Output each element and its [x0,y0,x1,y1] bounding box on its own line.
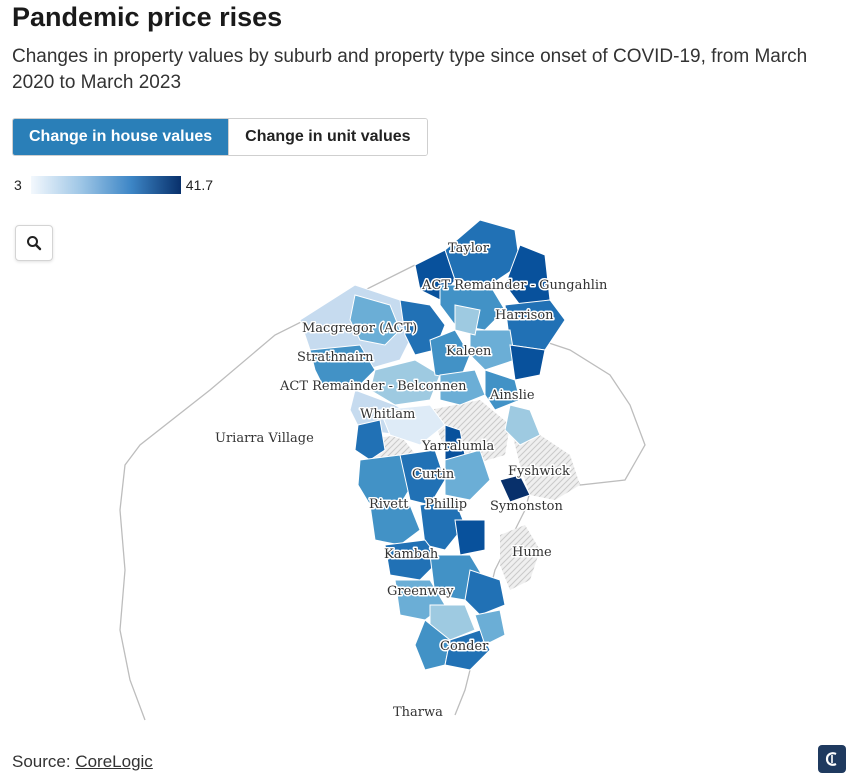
map-label-tharwa: Tharwa [393,705,443,720]
source-link[interactable]: CoreLogic [75,752,153,771]
map-label-hume: Hume [512,545,552,560]
legend-min-label: 3 [14,177,22,193]
map-label-ainslie: Ainslie [489,388,535,403]
industrial-zone [500,525,540,590]
page-subtitle: Changes in property values by suburb and… [12,46,808,93]
legend-max-label: 41.7 [185,177,214,193]
suburb-choropleth-map[interactable]: Taylor ACT Remainder - Gungahlin Harriso… [100,210,660,730]
map-label-fyshwick: Fyshwick [508,464,570,479]
parliamentary-zone [510,425,580,500]
map-label-whitlam: Whitlam [360,407,415,422]
source-line: Source: CoreLogic [12,752,153,772]
map-label-curtin: Curtin [412,467,455,482]
publisher-logo-icon [818,745,846,773]
weston-creek-woden-region[interactable] [354,419,531,556]
map-label-belconnen: ACT Remainder - Belconnen [279,379,467,394]
unit-values-tab[interactable]: Change in unit values [228,119,427,155]
belconnen-region[interactable] [299,284,486,446]
search-icon [27,236,42,251]
map-label-yarralumla: Yarralumla [421,439,495,454]
map-label-macgregor: Macgregor (ACT) [302,321,417,336]
value-type-toggle: Change in house values Change in unit va… [12,118,428,156]
legend-gradient-bar [30,176,181,194]
map-label-harrison: Harrison [495,308,554,323]
map-label-taylor: Taylor [448,241,490,256]
gungahlin-region[interactable] [414,219,566,446]
page-title: Pandemic price rises [12,2,283,32]
tuggeranong-region[interactable] [384,539,506,671]
house-values-tab[interactable]: Change in house values [13,119,229,155]
map-label-kaleen: Kaleen [446,344,492,359]
map-label-rivett: Rivett [369,497,409,512]
map-label-greenway: Greenway [387,584,454,599]
map-label-conder: Conder [440,639,489,654]
map-label-strathnairn: Strathnairn [297,350,374,365]
map-zoom-button[interactable] [15,225,53,261]
source-prefix: Source: [12,752,76,771]
color-legend: 3 41.7 [14,175,213,195]
map-label-phillip: Phillip [425,497,467,512]
map-label-gungahlin: ACT Remainder - Gungahlin [421,278,608,293]
map-label-uriarra: Uriarra Village [215,431,314,446]
map-label-kambah: Kambah [384,547,439,562]
map-label-symonston: Symonston [490,499,563,514]
